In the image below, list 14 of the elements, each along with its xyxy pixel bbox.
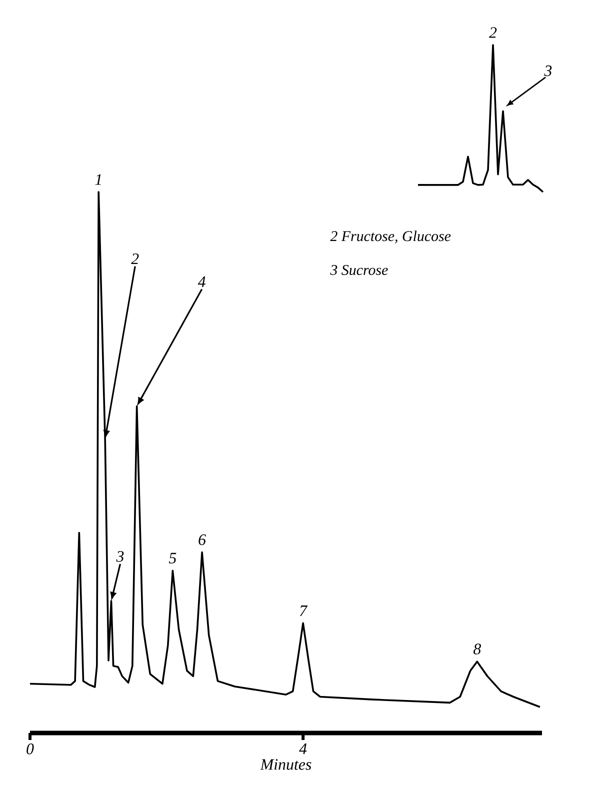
annotation: 2 Fructose, Glucose	[330, 230, 451, 244]
annotation: 8	[473, 644, 481, 654]
annotation: 3 Sucrose	[330, 264, 388, 276]
annotation: 3	[544, 65, 552, 76]
annotation: 6	[198, 534, 206, 546]
x-axis-title: Minutes	[260, 759, 312, 770]
annotation: 7	[300, 606, 308, 616]
annotation: 1	[95, 174, 101, 185]
annotation: 2	[489, 27, 497, 38]
annotation: 3	[116, 551, 124, 562]
annotation: 5	[168, 552, 176, 564]
x-tick-label: 0	[26, 744, 34, 754]
annotation: 2	[131, 253, 139, 264]
annotation: 4	[198, 276, 206, 288]
